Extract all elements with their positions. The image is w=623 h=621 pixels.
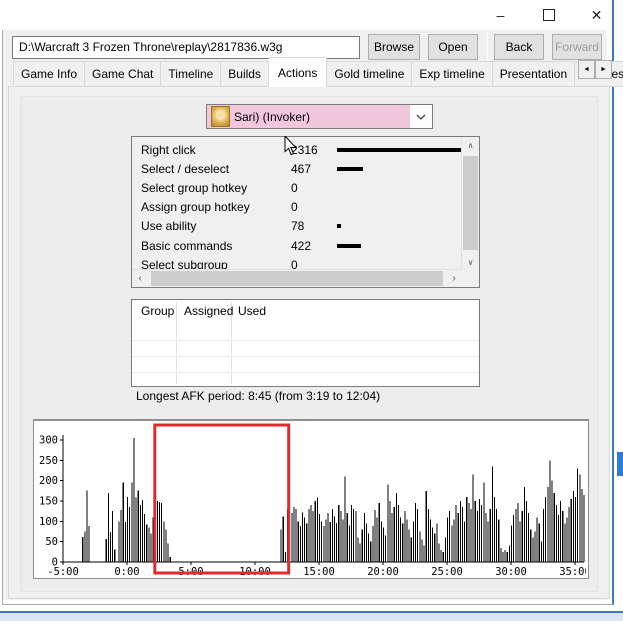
browse-button[interactable]: Browse (368, 34, 420, 60)
tab-scroll-left-button[interactable]: ◄ (578, 60, 595, 79)
action-label: Select / deselect (141, 161, 230, 176)
vertical-scrollbar[interactable]: ∧ ∨ (461, 137, 479, 270)
tab-gold-timeline[interactable]: Gold timeline (327, 61, 413, 87)
player-dropdown-value: Sari) (Invoker) (234, 109, 311, 124)
actions-list: Right click 2316 Select / deselect 467 Selec… (131, 136, 480, 288)
action-count-bar (337, 166, 364, 171)
tab-strip: Game Info Game Chat Timeline Builds Actions G… (13, 57, 623, 87)
svg-text:150: 150 (39, 495, 58, 507)
scroll-left-icon[interactable]: ‹ (132, 270, 148, 287)
svg-text:50: 50 (45, 536, 58, 548)
action-count-bar (337, 224, 342, 229)
svg-text:25:00: 25:00 (431, 566, 463, 577)
action-row[interactable]: Assign group hotkey 0 (132, 198, 462, 217)
action-label: Select subgroup (141, 257, 228, 270)
close-icon: ✕ (590, 6, 603, 23)
action-label: Right click (141, 142, 196, 157)
open-button[interactable]: Open (428, 34, 478, 60)
svg-text:35:00: 35:00 (559, 566, 586, 577)
scroll-up-icon[interactable]: ∧ (462, 137, 479, 153)
actions-rows: Right click 2316 Select / deselect 467 Selec… (132, 140, 462, 270)
action-count: 0 (291, 180, 298, 195)
action-label: Basic commands (141, 238, 233, 253)
maximize-icon (542, 9, 555, 21)
tab-scroll-right-button[interactable]: ► (595, 60, 612, 79)
player-dropdown[interactable]: Sari) (Invoker) (206, 104, 433, 129)
svg-text:250: 250 (39, 455, 58, 467)
svg-text:300: 300 (39, 434, 58, 446)
toolbar-separator (487, 33, 488, 61)
svg-text:30:00: 30:00 (495, 566, 527, 577)
action-row[interactable]: Select / deselect 467 (132, 159, 462, 178)
tab-game-chat[interactable]: Game Chat (85, 61, 162, 87)
vertical-scrollbar-thumb[interactable] (463, 156, 478, 250)
action-row[interactable]: Select group hotkey 0 (132, 178, 462, 197)
afk-highlight-box (153, 423, 291, 575)
afk-period-label: Longest AFK period: 8:45 (from 3:19 to 1… (136, 389, 381, 403)
mouse-cursor (284, 134, 298, 157)
column-divider (176, 302, 177, 384)
scrollbar-corner (462, 270, 479, 287)
invoker-portrait-icon (211, 106, 230, 127)
action-label: Use ability (141, 219, 197, 234)
action-row[interactable]: Right click 2316 (132, 140, 462, 159)
tab-timeline[interactable]: Timeline (161, 61, 222, 87)
svg-text:100: 100 (39, 516, 58, 528)
action-row[interactable]: Basic commands 422 (132, 236, 462, 255)
svg-text:-5:00: -5:00 (47, 566, 79, 577)
horizontal-scrollbar-thumb[interactable] (151, 271, 443, 286)
chevron-down-icon (416, 114, 426, 120)
svg-text:0: 0 (52, 557, 58, 569)
minimize-icon: – (496, 7, 505, 23)
column-header-used[interactable]: Used (238, 304, 267, 318)
action-row[interactable]: Select subgroup 0 (132, 255, 462, 270)
minimize-button[interactable]: – (478, 0, 523, 30)
column-header-group[interactable]: Group (141, 304, 175, 318)
maximize-button[interactable] (526, 0, 571, 30)
tab-game-info[interactable]: Game Info (13, 61, 86, 87)
action-count: 0 (291, 257, 298, 270)
action-count: 2316 (291, 142, 318, 157)
column-divider (231, 302, 232, 384)
svg-text:0:00: 0:00 (114, 566, 139, 577)
group-hotkey-table[interactable]: Group Assigned Used (131, 299, 480, 387)
tab-builds[interactable]: Builds (221, 61, 269, 87)
row-divider (132, 340, 479, 341)
svg-text:200: 200 (39, 475, 58, 487)
action-label: Assign group hotkey (141, 200, 250, 215)
tab-exp-timeline[interactable]: Exp timeline (412, 61, 493, 87)
action-count-bar (337, 147, 462, 152)
row-divider (132, 356, 479, 357)
action-count: 0 (291, 200, 298, 215)
scroll-down-icon[interactable]: ∨ (462, 254, 479, 270)
replay-path-input[interactable]: D:\Warcraft 3 Frozen Throne\replay\28178… (12, 36, 360, 59)
taskbar-top-line (0, 611, 623, 613)
action-count: 78 (291, 219, 305, 234)
action-row[interactable]: Use ability 78 (132, 217, 462, 236)
action-count: 467 (291, 161, 312, 176)
taskbar-strip (0, 613, 623, 621)
background-window-edge (617, 452, 623, 476)
tab-actions[interactable]: Actions (268, 57, 328, 87)
action-count-bar (337, 243, 361, 248)
title-bar (2, 0, 612, 30)
player-dropdown-field: Sari) (Invoker) (207, 105, 410, 128)
horizontal-scrollbar[interactable]: ‹ › (132, 269, 462, 287)
scroll-right-icon[interactable]: › (446, 270, 462, 287)
column-header-assigned[interactable]: Assigned (184, 304, 234, 318)
forward-button: Forward (552, 34, 602, 60)
dropdown-arrow-button[interactable] (410, 105, 432, 128)
tab-presentation[interactable]: Presentation (492, 61, 576, 87)
row-divider (132, 372, 479, 373)
close-button[interactable]: ✕ (574, 0, 619, 30)
svg-text:20:00: 20:00 (367, 566, 399, 577)
back-button[interactable]: Back (494, 34, 544, 60)
action-label: Select group hotkey (141, 180, 248, 195)
apm-chart: 0 50 100 150 200 250 300 -5:00 0:00 5:00 10:00 15:0… (33, 419, 591, 579)
svg-text:15:00: 15:00 (303, 566, 335, 577)
action-count: 422 (291, 238, 312, 253)
